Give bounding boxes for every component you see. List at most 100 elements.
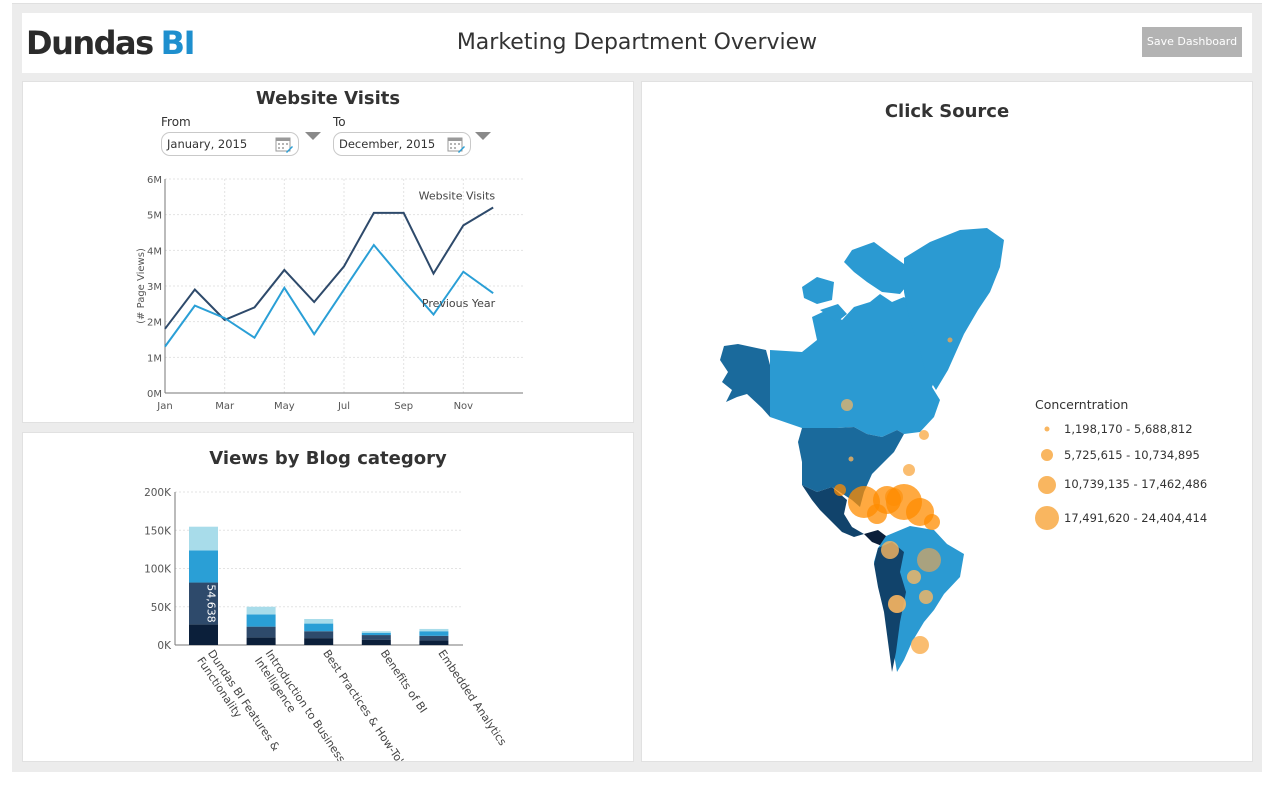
y-tick-label: 3M bbox=[147, 282, 162, 293]
to-dropdown-chevron-down-icon[interactable] bbox=[475, 132, 491, 140]
dashboard-header: Dundas BI Marketing Department Overview S… bbox=[22, 13, 1252, 73]
calendar-icon[interactable] bbox=[447, 135, 465, 153]
y-tick-label: 150K bbox=[144, 525, 172, 537]
bar-segment[interactable] bbox=[361, 632, 391, 636]
bar-segment[interactable] bbox=[419, 635, 449, 641]
bar-segment[interactable] bbox=[246, 614, 276, 627]
map-bubble[interactable] bbox=[907, 570, 921, 584]
map-bubbles bbox=[834, 337, 953, 654]
y-tick-label: 2M bbox=[147, 318, 162, 329]
bar-segment[interactable] bbox=[246, 637, 276, 645]
series-line-website-visits bbox=[164, 206, 494, 330]
bar-segment[interactable] bbox=[304, 623, 334, 632]
bar-segment[interactable] bbox=[419, 640, 449, 645]
legend-item-label: 1,198,170 - 5,688,812 bbox=[1064, 422, 1193, 436]
x-tick-label-line: Embedded Analytics bbox=[435, 647, 509, 748]
y-tick-label: 100K bbox=[144, 564, 172, 576]
map-bubble[interactable] bbox=[919, 430, 929, 440]
legend-title: Concerntration bbox=[1035, 397, 1128, 412]
y-tick-label: 200K bbox=[144, 487, 172, 499]
y-tick-label: 4M bbox=[147, 246, 162, 257]
map-bubble[interactable] bbox=[888, 595, 906, 613]
x-tick-label: Benefits of BI bbox=[378, 647, 430, 715]
x-tick-label: Embedded Analytics bbox=[435, 647, 509, 748]
y-tick-label: 5M bbox=[147, 211, 162, 222]
x-tick-label: Nov bbox=[454, 401, 474, 412]
click-source-panel: Click Source bbox=[641, 81, 1253, 762]
bar-segment[interactable] bbox=[419, 628, 449, 632]
x-tick-label: Jul bbox=[337, 401, 350, 412]
blog-views-panel: Views by Blog category 0K 50K 100K 150K 200K… bbox=[22, 432, 634, 762]
bar-segment[interactable] bbox=[304, 638, 334, 645]
map-region-canada[interactable] bbox=[770, 294, 942, 437]
map-region-greenland[interactable] bbox=[904, 228, 1004, 390]
y-tick-label: 6M bbox=[147, 175, 162, 186]
y-tick-label: 50K bbox=[151, 602, 172, 614]
map-region-arctic-islands bbox=[802, 242, 912, 322]
bar-segment[interactable] bbox=[361, 639, 391, 645]
x-tick-label: May bbox=[274, 401, 295, 412]
bar-segment[interactable] bbox=[246, 626, 276, 638]
y-tick-label: 0M bbox=[147, 389, 162, 400]
bar-segment[interactable] bbox=[246, 606, 276, 615]
series-line-previous-year bbox=[164, 243, 494, 348]
map-bubble[interactable] bbox=[947, 337, 953, 343]
bar-segment[interactable] bbox=[419, 631, 449, 636]
bar-segment[interactable] bbox=[189, 624, 218, 645]
y-axis-label: (# Page Views) bbox=[136, 248, 147, 324]
series-label: Website Visits bbox=[419, 190, 496, 203]
series-label: Previous Year bbox=[422, 297, 496, 310]
legend-swatch bbox=[1035, 506, 1059, 530]
bar-segment[interactable] bbox=[361, 635, 391, 640]
bar-segment[interactable] bbox=[189, 582, 218, 625]
legend-item-label: 17,491,620 - 24,404,414 bbox=[1064, 511, 1207, 525]
click-source-title: Click Source bbox=[884, 101, 1010, 122]
bar-segment[interactable] bbox=[304, 618, 334, 624]
legend-item-label: 5,725,615 - 10,734,895 bbox=[1064, 448, 1200, 462]
to-date-input[interactable]: December, 2015 bbox=[333, 132, 471, 156]
page-title: Marketing Department Overview bbox=[456, 30, 818, 55]
map-bubble[interactable] bbox=[841, 399, 853, 411]
map-bubble[interactable] bbox=[834, 484, 846, 496]
legend-swatch bbox=[1038, 476, 1056, 494]
map-bubble[interactable] bbox=[911, 636, 929, 654]
to-date-value: December, 2015 bbox=[339, 137, 436, 151]
to-label: To bbox=[333, 115, 346, 129]
map-bubble[interactable] bbox=[924, 514, 940, 530]
map-bubble[interactable] bbox=[903, 464, 915, 476]
map-region-alaska[interactable] bbox=[720, 344, 770, 417]
legend-item-label: 10,739,135 - 17,462,486 bbox=[1064, 477, 1207, 491]
bar-segment[interactable] bbox=[189, 550, 218, 583]
legend-swatch bbox=[1044, 426, 1050, 432]
map-region-united-states[interactable] bbox=[798, 427, 904, 507]
bar-data-label: 54,638 bbox=[205, 584, 218, 623]
from-date-input[interactable]: January, 2015 bbox=[161, 132, 299, 156]
bar-segment[interactable] bbox=[189, 526, 218, 551]
from-dropdown-chevron-down-icon[interactable] bbox=[305, 132, 321, 140]
website-visits-panel: Website Visits From January, 2015 To Dec… bbox=[22, 81, 634, 423]
save-dashboard-button[interactable]: Save Dashboard bbox=[1142, 27, 1242, 57]
map-bubble[interactable] bbox=[867, 504, 887, 524]
map-region-mexico[interactable] bbox=[802, 485, 864, 537]
concentration-legend: Concerntration 1,198,170 - 5,688,812 5,7… bbox=[1035, 397, 1207, 530]
y-tick-label: 0K bbox=[157, 640, 172, 652]
x-tick-label: Mar bbox=[215, 401, 235, 412]
x-tick-label: Sep bbox=[394, 401, 413, 412]
bar-segment[interactable] bbox=[304, 631, 334, 639]
x-tick-label-line: Benefits of BI bbox=[378, 647, 430, 715]
bar-segment[interactable] bbox=[361, 631, 391, 633]
y-tick-label: 1M bbox=[147, 353, 162, 364]
calendar-icon[interactable] bbox=[275, 135, 293, 153]
americas-bubble-map: Concerntration 1,198,170 - 5,688,812 5,7… bbox=[720, 228, 1207, 672]
map-bubble[interactable] bbox=[881, 541, 899, 559]
map-bubble[interactable] bbox=[848, 456, 854, 462]
map-bubble[interactable] bbox=[919, 590, 933, 604]
website-visits-line-chart: 0M 1M 2M 3M 4M 5M 6M Jan Mar May Jul Sep Nov (# Page … bbox=[136, 175, 523, 412]
from-date-value: January, 2015 bbox=[167, 137, 248, 151]
legend-swatch bbox=[1041, 449, 1053, 461]
website-visits-title: Website Visits bbox=[255, 88, 401, 109]
x-tick-label: Jan bbox=[156, 401, 172, 412]
dundas-bi-logo: Dundas BI bbox=[26, 24, 195, 62]
map-bubble[interactable] bbox=[917, 548, 941, 572]
